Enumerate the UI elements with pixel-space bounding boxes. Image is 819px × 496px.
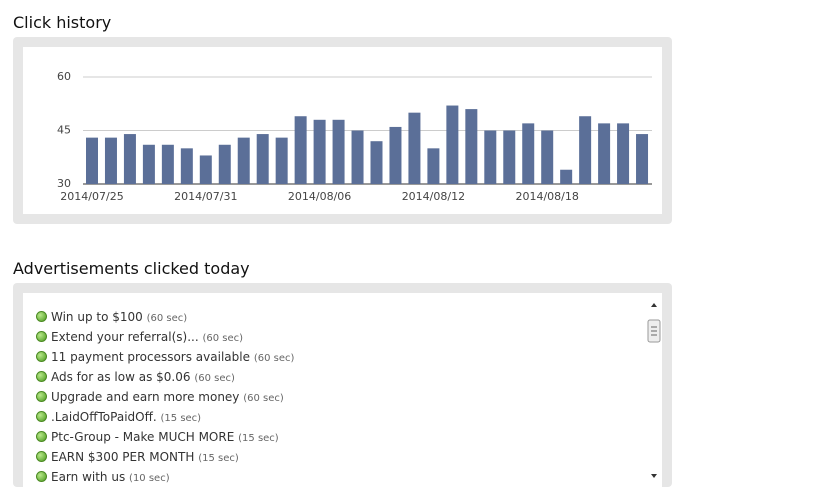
x-tick-label: 2014/07/31 [174, 190, 237, 203]
bar [370, 141, 383, 184]
x-tick-label: 2014/07/25 [60, 190, 123, 203]
bar [142, 144, 155, 184]
y-tick-label: 30 [57, 177, 71, 190]
ad-name[interactable]: Extend your referral(s)... [51, 330, 199, 344]
bar [218, 144, 231, 184]
ad-duration: (15 sec) [238, 433, 279, 444]
bar [180, 148, 193, 184]
bar [294, 116, 307, 184]
ad-duration: (10 sec) [129, 473, 170, 484]
chart: 30 45 60 2014/07/25 2014/07/31 2014/08/06 2014… [57, 70, 652, 203]
ad-duration: (60 sec) [243, 393, 284, 404]
bar [579, 116, 592, 184]
bar [351, 130, 364, 184]
bar [332, 119, 345, 184]
bar [636, 134, 649, 184]
ad-item: Ptc-Group - Make MUCH MORE (15 sec) [23, 427, 644, 447]
status-dot [36, 431, 47, 442]
bar [408, 112, 421, 184]
y-tick-label: 60 [57, 70, 71, 83]
bar [161, 144, 174, 184]
bar [560, 169, 573, 184]
ads-box: Win up to $100 (60 sec) Extend your refer… [23, 293, 662, 487]
bar [313, 119, 326, 184]
bar [427, 148, 440, 184]
status-dot [36, 351, 47, 362]
ad-name[interactable]: Win up to $100 [51, 310, 143, 324]
ad-duration: (60 sec) [253, 353, 295, 364]
ad-item: Ads for as low as $0.06 (60 sec) [23, 367, 644, 387]
ad-name[interactable]: Ads for as low as $0.06 [51, 370, 191, 384]
ad-name[interactable]: EARN $300 PER MONTH [51, 450, 195, 464]
bar [541, 130, 554, 184]
ad-item: Earn with us (10 sec) [23, 467, 644, 487]
ad-duration: (60 sec) [202, 333, 244, 344]
ad-name[interactable]: Ptc-Group - Make MUCH MORE [51, 430, 235, 444]
x-tick-label: 2014/08/06 [288, 190, 351, 203]
bar [256, 134, 269, 184]
bar [389, 126, 402, 184]
section-title: Click history [13, 13, 112, 32]
chart-area: 30 45 60 2014/07/25 2014/07/31 2014/08/06 2014… [23, 47, 662, 214]
ad-item: .LaidOffToPaidOff. (15 sec) [23, 407, 644, 427]
x-tick-label: 2014/08/18 [515, 190, 578, 203]
ad-duration: (60 sec) [194, 373, 235, 384]
ad-duration: (15 sec) [198, 453, 239, 464]
bar [123, 134, 136, 184]
bar [484, 130, 497, 184]
bar [617, 123, 630, 184]
status-dot [36, 451, 47, 462]
bar [86, 137, 98, 184]
status-dot [36, 391, 47, 402]
bar [465, 109, 478, 184]
y-tick-label: 45 [57, 124, 71, 137]
ad-item: Extend your referral(s)... (60 sec) [23, 327, 644, 347]
ad-name[interactable]: Upgrade and earn more money [51, 390, 240, 404]
bar [598, 123, 611, 184]
ad-item: Win up to $100 (60 sec) [23, 307, 644, 327]
bar [237, 137, 250, 184]
bar [275, 137, 288, 184]
bar [104, 137, 117, 184]
ad-list: Win up to $100 (60 sec) Extend your refer… [23, 293, 644, 487]
bar [199, 155, 212, 184]
status-dot [36, 331, 47, 342]
x-tick-label: 2014/08/12 [402, 190, 465, 203]
ad-duration: (60 sec) [146, 313, 188, 324]
bar [503, 130, 516, 184]
chart-panel: 30 45 60 2014/07/25 2014/07/31 2014/08/06 2014… [13, 37, 672, 224]
bar [522, 123, 535, 184]
section-title: Advertisements clicked today [13, 259, 250, 278]
scrollbar-graphic [647, 303, 661, 478]
status-dot [36, 411, 47, 422]
ad-name[interactable]: 11 payment processors available [51, 350, 250, 364]
status-dot [36, 471, 47, 482]
ads-panel: Win up to $100 (60 sec) Extend your refer… [13, 283, 672, 487]
status-dot [36, 311, 47, 322]
ad-name[interactable]: .LaidOffToPaidOff. [51, 410, 157, 424]
bar [446, 105, 459, 184]
ad-item: Upgrade and earn more money (60 sec) [23, 387, 644, 407]
scrollbar[interactable] [646, 293, 662, 487]
ad-item: 11 payment processors available (60 sec) [23, 347, 644, 367]
ad-name[interactable]: Earn with us [51, 470, 126, 484]
ad-item: EARN $300 PER MONTH (15 sec) [23, 447, 644, 467]
ad-duration: (15 sec) [160, 413, 202, 424]
status-dot [36, 371, 47, 382]
